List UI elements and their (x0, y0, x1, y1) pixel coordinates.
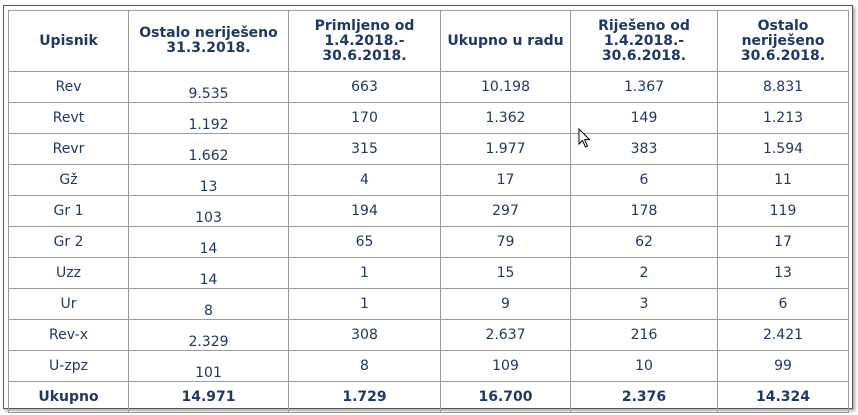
cell-rijeseno: 62 (570, 226, 718, 258)
table-row: Rev 9.535 663 10.198 1.367 8.831 (8, 71, 849, 103)
cell-primljeno: 4 (288, 164, 441, 196)
table-row: Revt 1.192 170 1.362 149 1.213 (8, 102, 849, 134)
cell-primljeno: 170 (288, 102, 441, 134)
row-label: Gr 1 (8, 195, 129, 227)
cell-ostalo-31-3: 9.535 (128, 71, 289, 103)
header-rijeseno: Riješeno od 1.4.2018.- 30.6.2018. (570, 10, 718, 72)
row-label: Revr (8, 133, 129, 165)
table-row: Uzz 14 1 15 2 13 (8, 257, 849, 289)
cell-rijeseno: 383 (570, 133, 718, 165)
header-ostalo-31-3: Ostalo neriješeno 31.3.2018. (128, 10, 289, 72)
cell-ostalo-31-3: 103 (128, 195, 289, 227)
cell-ukupno-u-radu: 79 (440, 226, 571, 258)
mouse-pointer-icon (578, 128, 591, 148)
cell-ostalo-31-3: 14 (128, 226, 289, 258)
table-row: Rev-x 2.329 308 2.637 216 2.421 (8, 319, 849, 351)
cell-ostalo-31-3: 8 (128, 288, 289, 320)
total-cell: 2.376 (570, 381, 718, 413)
total-row: Ukupno 14.971 1.729 16.700 2.376 14.324 (8, 381, 849, 413)
row-label: U-zpz (8, 350, 129, 382)
cell-primljeno: 663 (288, 71, 441, 103)
table-row: Ur 8 1 9 3 6 (8, 288, 849, 320)
row-label: Revt (8, 102, 129, 134)
header-upisnik: Upisnik (8, 10, 129, 72)
cell-ostalo-31-3: 13 (128, 164, 289, 196)
table-row: Gž 13 4 17 6 11 (8, 164, 849, 196)
table-frame: Upisnik Ostalo neriješeno 31.3.2018. Pri… (3, 5, 853, 413)
cell-ukupno-u-radu: 1.977 (440, 133, 571, 165)
cell-ostalo-31-3: 1.662 (128, 133, 289, 165)
cell-ostalo-30-6: 11 (717, 164, 849, 196)
cell-rijeseno: 216 (570, 319, 718, 351)
cell-ukupno-u-radu: 10.198 (440, 71, 571, 103)
cell-ostalo-30-6: 119 (717, 195, 849, 227)
cell-primljeno: 1 (288, 288, 441, 320)
cell-ostalo-30-6: 1.594 (717, 133, 849, 165)
cell-ostalo-30-6: 1.213 (717, 102, 849, 134)
cell-ostalo-30-6: 8.831 (717, 71, 849, 103)
cell-primljeno: 194 (288, 195, 441, 227)
cell-rijeseno: 2 (570, 257, 718, 289)
cell-ostalo-31-3: 14 (128, 257, 289, 289)
cell-ostalo-30-6: 13 (717, 257, 849, 289)
cell-rijeseno: 6 (570, 164, 718, 196)
row-label: Ur (8, 288, 129, 320)
table-row: Gr 1 103 194 297 178 119 (8, 195, 849, 227)
cell-ukupno-u-radu: 109 (440, 350, 571, 382)
statistics-table: Upisnik Ostalo neriješeno 31.3.2018. Pri… (8, 10, 849, 413)
cell-ostalo-31-3: 2.329 (128, 319, 289, 351)
row-label: Gž (8, 164, 129, 196)
cell-ukupno-u-radu: 1.362 (440, 102, 571, 134)
cell-ukupno-u-radu: 17 (440, 164, 571, 196)
total-label: Ukupno (8, 381, 129, 413)
total-cell: 14.971 (128, 381, 289, 413)
cell-primljeno: 1 (288, 257, 441, 289)
header-ukupno-u-radu: Ukupno u radu (440, 10, 571, 72)
cell-ostalo-31-3: 1.192 (128, 102, 289, 134)
cell-ostalo-31-3: 101 (128, 350, 289, 382)
cell-rijeseno: 1.367 (570, 71, 718, 103)
cell-ukupno-u-radu: 9 (440, 288, 571, 320)
cell-ukupno-u-radu: 297 (440, 195, 571, 227)
cell-ukupno-u-radu: 15 (440, 257, 571, 289)
row-label: Rev-x (8, 319, 129, 351)
cell-rijeseno: 178 (570, 195, 718, 227)
total-cell: 16.700 (440, 381, 571, 413)
cell-ostalo-30-6: 17 (717, 226, 849, 258)
cell-rijeseno: 10 (570, 350, 718, 382)
row-label: Rev (8, 71, 129, 103)
row-label: Gr 2 (8, 226, 129, 258)
header-ostalo-30-6: Ostalo neriješeno 30.6.2018. (717, 10, 849, 72)
cell-ostalo-30-6: 99 (717, 350, 849, 382)
cell-rijeseno: 149 (570, 102, 718, 134)
cell-ukupno-u-radu: 2.637 (440, 319, 571, 351)
cell-primljeno: 65 (288, 226, 441, 258)
header-primljeno: Primljeno od 1.4.2018.- 30.6.2018. (288, 10, 441, 72)
table-row: U-zpz 101 8 109 10 99 (8, 350, 849, 382)
total-cell: 1.729 (288, 381, 441, 413)
cell-rijeseno: 3 (570, 288, 718, 320)
table-row: Gr 2 14 65 79 62 17 (8, 226, 849, 258)
cell-primljeno: 315 (288, 133, 441, 165)
cell-primljeno: 8 (288, 350, 441, 382)
row-label: Uzz (8, 257, 129, 289)
cell-ostalo-30-6: 6 (717, 288, 849, 320)
cell-ostalo-30-6: 2.421 (717, 319, 849, 351)
total-cell: 14.324 (717, 381, 849, 413)
header-row: Upisnik Ostalo neriješeno 31.3.2018. Pri… (8, 10, 849, 72)
cell-primljeno: 308 (288, 319, 441, 351)
table-row: Revr 1.662 315 1.977 383 1.594 (8, 133, 849, 165)
